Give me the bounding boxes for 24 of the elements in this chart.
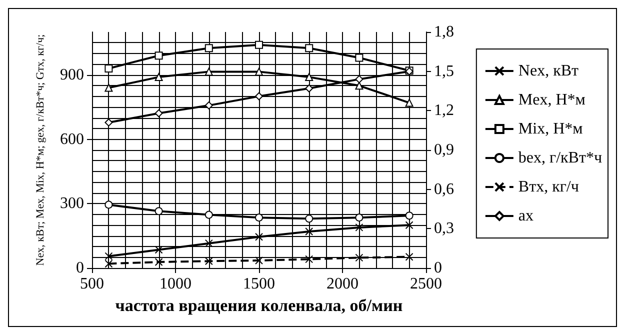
x-tick-label: 500 xyxy=(80,276,104,292)
y-tick-label: 600 xyxy=(60,130,84,148)
x-tick-label: 1500 xyxy=(243,276,275,292)
y2-tick-label: 1,5 xyxy=(434,62,454,80)
legend-label: Mix, Н*м xyxy=(518,120,583,138)
x-tick-label: 2000 xyxy=(326,276,358,292)
y2-tick-label: 0,3 xyxy=(434,220,454,238)
legend-label: ax xyxy=(518,208,534,224)
legend-label: Mex, Н*м xyxy=(518,92,586,108)
y2-tick-label: 1,8 xyxy=(434,24,454,40)
legend-label: Nex, кВт xyxy=(518,62,579,80)
y-tick-label: 300 xyxy=(60,195,84,212)
x-tick-label: 1000 xyxy=(160,276,192,292)
y-tick-label: 900 xyxy=(60,66,84,84)
y-tick-label: 0 xyxy=(76,260,84,276)
x-axis-title: частота вращения коленвала, об/мин xyxy=(115,296,403,315)
y2-tick-label: 0,6 xyxy=(434,180,454,198)
legend-label: Bтх, кг/ч xyxy=(518,178,579,196)
y-axis-title: Nex, кВт; Mex, Mix, Н*м; gex, г/кВт*ч; Gтх, кг/ч; xyxy=(34,34,46,266)
x-tick-label: 2500 xyxy=(410,276,442,292)
y2-tick-label: 0,9 xyxy=(434,142,454,158)
legend-label: bex, г/кВт*ч xyxy=(518,150,602,166)
y2-tick-label: 0 xyxy=(434,260,442,276)
y2-tick-label: 1,2 xyxy=(434,102,454,120)
